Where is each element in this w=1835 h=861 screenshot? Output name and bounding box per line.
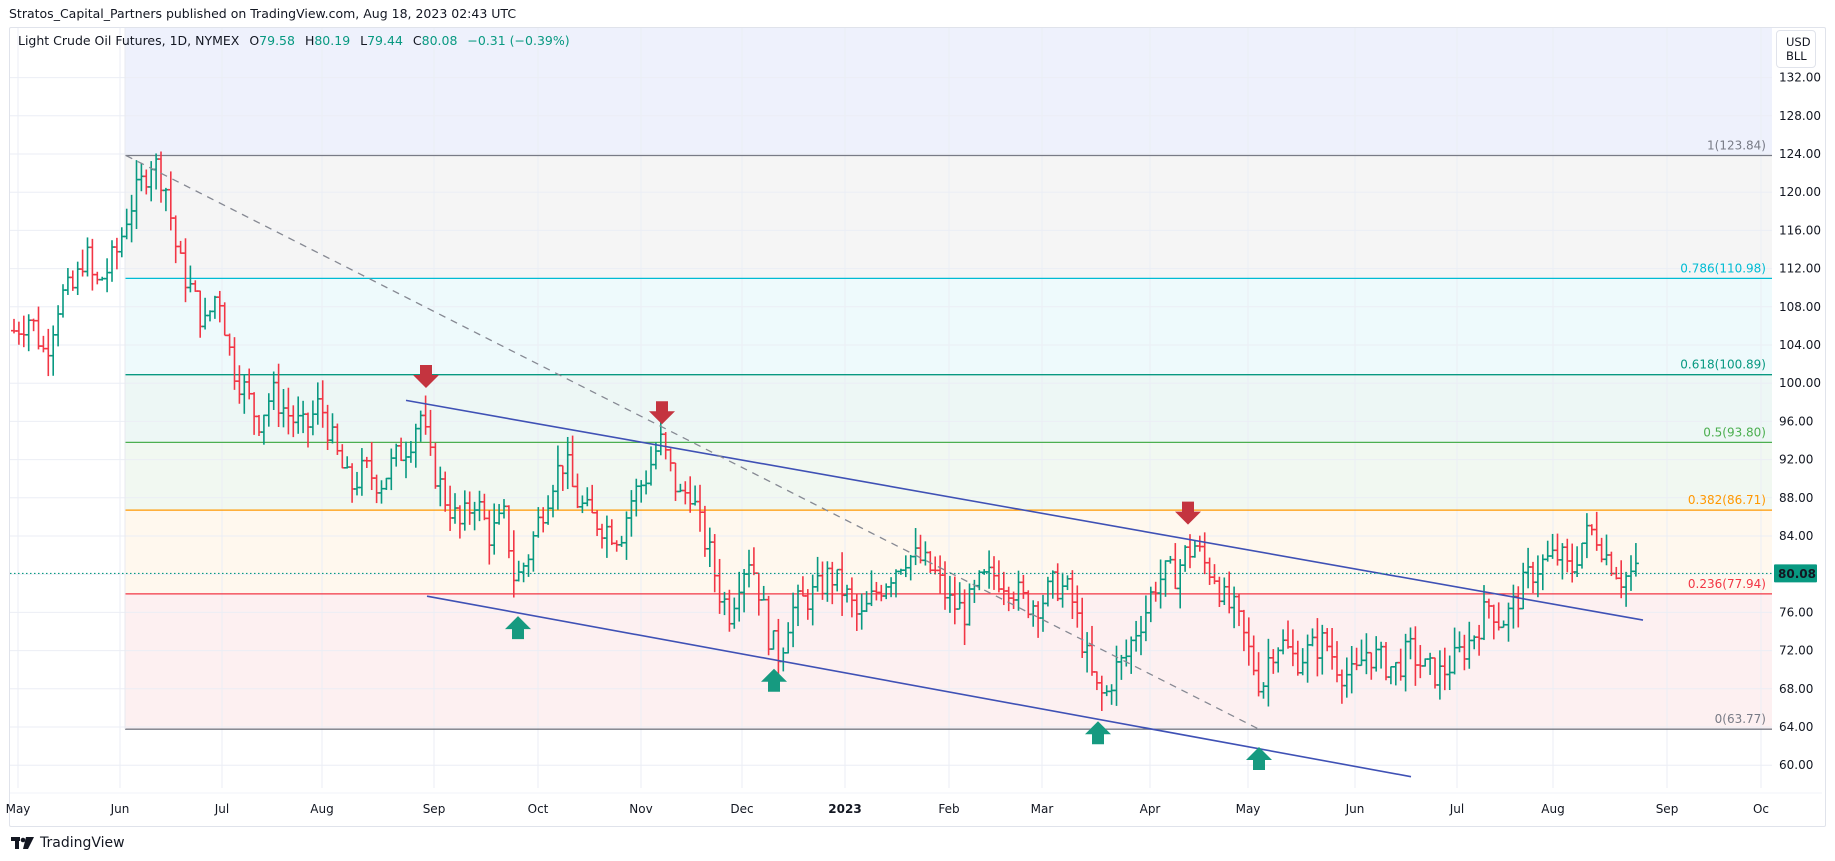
currency-unit-button[interactable]: USD BLL [1776, 30, 1816, 68]
ohlc-bar [55, 305, 62, 347]
time-tick-label: Jul [1449, 802, 1464, 816]
arrow-down-icon [1175, 501, 1201, 525]
currency-label: USD [1786, 35, 1811, 49]
low-value: 79.44 [367, 33, 403, 48]
arrow-up-icon [761, 668, 787, 692]
low-label: L [360, 33, 368, 48]
ohlc-bar [50, 325, 57, 376]
price-tick-label: 124.00 [1779, 147, 1821, 161]
fib-level-label: 0.618(100.89) [1680, 358, 1766, 372]
ohlc-bar [64, 268, 71, 295]
time-tick-label: Aug [310, 802, 333, 816]
fib-level-label: 0(63.77) [1715, 712, 1766, 726]
last-price-tag [1774, 564, 1817, 583]
time-tick-label: Dec [730, 802, 753, 816]
high-label: H [304, 33, 315, 48]
ohlc-bar [79, 249, 86, 277]
price-tick-label: 120.00 [1779, 185, 1821, 199]
open-label: O [249, 33, 260, 48]
price-tick-label: 104.00 [1779, 338, 1821, 352]
ohlc-bar [1632, 543, 1639, 577]
time-axis: May Jun Jul Aug Sep Oct Nov Dec 2023 Feb Mar Apr May… [6, 792, 1822, 816]
price-tick-label: 112.00 [1779, 262, 1821, 276]
time-tick-label: May [1236, 802, 1261, 816]
tradingview-logo: TradingView [11, 835, 125, 851]
time-tick-label: Oct [528, 802, 549, 816]
ohlc-bar [89, 238, 96, 291]
ohlc-bar [40, 335, 47, 353]
price-axis: 132.00 128.00 124.00 120.00 116.00 112.00 108.… [1772, 28, 1822, 788]
time-tick-label: Jun [110, 802, 130, 816]
ohlc-bar [104, 258, 111, 293]
ohlc-bars [11, 151, 1639, 711]
time-tick-label: Aug [1541, 802, 1564, 816]
ohlc-bar [15, 321, 22, 345]
ohlc-bar [35, 306, 42, 350]
price-axis-bg [1772, 28, 1822, 788]
arrow-up-icon [1085, 721, 1111, 745]
ohlc-bar [45, 328, 52, 377]
fib-diagonal-line [125, 154, 1260, 730]
ohlc-bar [113, 237, 120, 270]
price-tick-label: 132.00 [1779, 71, 1821, 85]
time-tick-label: Sep [423, 802, 446, 816]
time-tick-label: Oc [1753, 802, 1769, 816]
price-tick-label: 84.00 [1779, 529, 1813, 543]
symbol-name: Light Crude Oil Futures, 1D, NYMEX [18, 33, 240, 48]
arrow-down-icon [413, 365, 439, 389]
upper-channel-line [405, 399, 1644, 621]
time-tick-label: Jun [1345, 802, 1365, 816]
time-tick-label: 2023 [828, 802, 861, 816]
time-tick-label: Apr [1140, 802, 1161, 816]
price-tick-label: 60.00 [1779, 758, 1813, 772]
grid [10, 28, 1772, 788]
price-tick-label: 88.00 [1779, 491, 1813, 505]
time-tick-label: Feb [938, 802, 959, 816]
fib-level-label: 0.5(93.80) [1703, 425, 1766, 439]
lower-channel-line [426, 595, 1412, 778]
open-value: 79.58 [259, 33, 295, 48]
close-value: 80.08 [421, 33, 458, 48]
arrow-down-icon [649, 401, 675, 425]
ohlc-bar [74, 261, 81, 296]
fib-level-label: 0.786(110.98) [1680, 261, 1766, 275]
price-tick-label: 68.00 [1779, 682, 1813, 696]
price-tick-label: 100.00 [1779, 376, 1821, 390]
ohlc-bar [84, 237, 91, 277]
brand-name: TradingView [40, 835, 125, 851]
arrow-up-icon [505, 616, 531, 640]
ohlc-bar [20, 315, 27, 348]
time-tick-label: Nov [629, 802, 652, 816]
time-tick-label: Jul [214, 802, 229, 816]
unit-label: BLL [1786, 49, 1807, 63]
change-value: −0.31 (−0.39%) [467, 33, 570, 48]
price-tick-label: 64.00 [1779, 720, 1813, 734]
price-tick-label: 108.00 [1779, 300, 1821, 314]
fib-level-label: 0.236(77.94) [1688, 577, 1766, 591]
ohlc-bar [60, 284, 66, 318]
price-tick-label: 128.00 [1779, 109, 1821, 123]
high-value: 80.19 [314, 33, 351, 48]
time-tick-label: Sep [1656, 802, 1679, 816]
price-tick-label: 92.00 [1779, 453, 1813, 467]
publish-info: Stratos_Capital_Partners published on Tr… [9, 6, 517, 21]
plot-area: 1(123.84) 0.786(110.98) 0.618(100.89) 0.5(9… [10, 28, 1772, 788]
last-price-tag-label: 80.08 [1778, 567, 1816, 581]
price-tick-label: 116.00 [1779, 223, 1821, 237]
arrow-up-icon [1246, 747, 1272, 771]
tradingview-logo-icon [11, 837, 34, 849]
time-tick-label: May [6, 802, 31, 816]
time-tick-label: Mar [1031, 802, 1054, 816]
fib-level-label: 0.382(86.71) [1688, 493, 1766, 507]
price-tick-label: 76.00 [1779, 605, 1813, 619]
close-label: C [412, 33, 422, 48]
fib-level-label: 1(123.84) [1707, 139, 1766, 153]
ohlc-bar [94, 271, 101, 285]
price-tick-label: 72.00 [1779, 644, 1813, 658]
price-tick-label: 96.00 [1779, 414, 1813, 428]
symbol-legend: Light Crude Oil Futures, 1D, NYMEX O79.5… [18, 33, 570, 48]
